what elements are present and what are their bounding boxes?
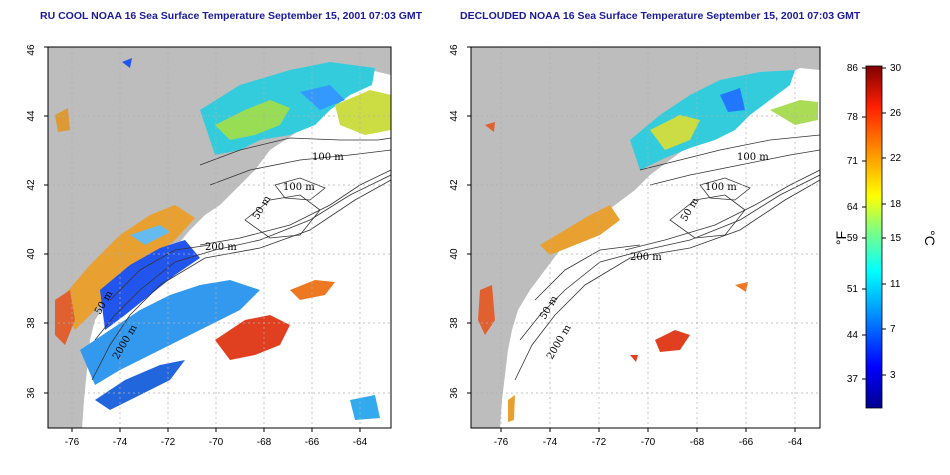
colorbar-c-unit: °C bbox=[922, 230, 938, 246]
right-lon-tick: -70 bbox=[641, 437, 656, 448]
left-lat-tick: 36 bbox=[26, 387, 37, 399]
left-map: 100 m 100 m 50 m 200 m 50 m 2000 m -76 -… bbox=[26, 44, 392, 448]
right-lon-tick: -76 bbox=[494, 437, 509, 448]
colorbar-c-tick: 22 bbox=[890, 153, 902, 164]
right-contour-label-200m: 200 m bbox=[630, 252, 662, 263]
colorbar-c-tick: 15 bbox=[890, 233, 902, 244]
colorbar: 86 78 71 64 59 51 44 37 30 26 22 18 15 1… bbox=[833, 63, 938, 409]
left-land-mass bbox=[48, 47, 391, 428]
right-lat-tick: 38 bbox=[449, 317, 460, 329]
left-graticule bbox=[48, 47, 391, 428]
left-lon-tick: -72 bbox=[161, 437, 176, 448]
left-map-title: RU COOL NOAA 16 Sea Surface Temperature … bbox=[40, 10, 423, 22]
left-lat-tick: 42 bbox=[26, 179, 37, 191]
left-lat-ticks: 36 38 40 42 44 46 bbox=[26, 44, 37, 399]
colorbar-f-tick: 64 bbox=[847, 202, 859, 213]
colorbar-f-tick: 51 bbox=[847, 284, 859, 295]
colorbar-f-tick: 78 bbox=[847, 112, 859, 123]
left-contour-label-200m: 200 m bbox=[205, 242, 237, 253]
right-lon-tick: -64 bbox=[788, 437, 803, 448]
colorbar-f-tick: 59 bbox=[847, 233, 859, 244]
colorbar-f-tick: 44 bbox=[847, 330, 859, 341]
right-lon-tick: -74 bbox=[543, 437, 558, 448]
colorbar-f-unit: °F bbox=[833, 231, 849, 245]
colorbar-c-tick: 3 bbox=[890, 370, 896, 381]
left-lon-tick: -70 bbox=[209, 437, 224, 448]
colorbar-c-tick: 30 bbox=[890, 63, 902, 74]
right-lat-ticks: 36 38 40 42 44 46 bbox=[449, 44, 460, 399]
left-lon-tick: -64 bbox=[353, 437, 368, 448]
right-contour-label-100m-a: 100 m bbox=[737, 152, 769, 163]
colorbar-f-ticks: 86 78 71 64 59 51 44 37 bbox=[847, 63, 859, 385]
colorbar-f-tick: 37 bbox=[847, 374, 859, 385]
left-contour-label-100m-b: 100 m bbox=[283, 182, 315, 193]
right-land-mass bbox=[471, 47, 820, 428]
right-lon-tick: -72 bbox=[592, 437, 607, 448]
left-lon-ticks: -76 -74 -72 -70 -68 -66 -64 bbox=[65, 437, 368, 448]
right-contour-label-100m-b: 100 m bbox=[705, 182, 737, 193]
right-lon-tick: -68 bbox=[690, 437, 705, 448]
right-map-title: DECLOUDED NOAA 16 Sea Surface Temperatur… bbox=[460, 10, 861, 22]
colorbar-c-ticks: 30 26 22 18 15 11 7 3 bbox=[890, 63, 902, 381]
colorbar-f-tick: 86 bbox=[847, 63, 859, 74]
right-lat-tick: 42 bbox=[449, 179, 460, 191]
left-lon-tick: -76 bbox=[65, 437, 80, 448]
right-map-frame bbox=[470, 46, 821, 429]
left-lat-tick: 44 bbox=[26, 110, 37, 122]
colorbar-gradient bbox=[865, 65, 883, 409]
left-lat-tick: 40 bbox=[26, 248, 37, 260]
left-map-frame bbox=[47, 46, 392, 429]
right-sst-field bbox=[478, 70, 818, 422]
colorbar-c-tick: 7 bbox=[890, 324, 896, 335]
left-lon-tick: -74 bbox=[113, 437, 128, 448]
colorbar-c-tick: 26 bbox=[890, 108, 902, 119]
left-lon-tick: -66 bbox=[305, 437, 320, 448]
left-lat-tick: 46 bbox=[26, 44, 37, 56]
right-lat-tick: 44 bbox=[449, 110, 460, 122]
right-lat-tick: 46 bbox=[449, 44, 460, 56]
colorbar-c-tick: 11 bbox=[890, 279, 901, 290]
right-lon-tick: -66 bbox=[739, 437, 754, 448]
right-graticule bbox=[471, 47, 820, 428]
colorbar-f-tick: 71 bbox=[847, 156, 859, 167]
left-contour-label-100m-a: 100 m bbox=[312, 152, 344, 163]
right-lon-ticks: -76 -74 -72 -70 -68 -66 -64 bbox=[494, 437, 803, 448]
left-lat-tick: 38 bbox=[26, 317, 37, 329]
colorbar-c-tick: 18 bbox=[890, 199, 902, 210]
left-isobaths bbox=[91, 137, 391, 381]
right-map: 100 m 100 m 50 m 200 m 50 m 2000 m -76 -… bbox=[449, 44, 821, 448]
right-lat-tick: 40 bbox=[449, 248, 460, 260]
left-lon-tick: -68 bbox=[257, 437, 272, 448]
right-lat-tick: 36 bbox=[449, 387, 460, 399]
